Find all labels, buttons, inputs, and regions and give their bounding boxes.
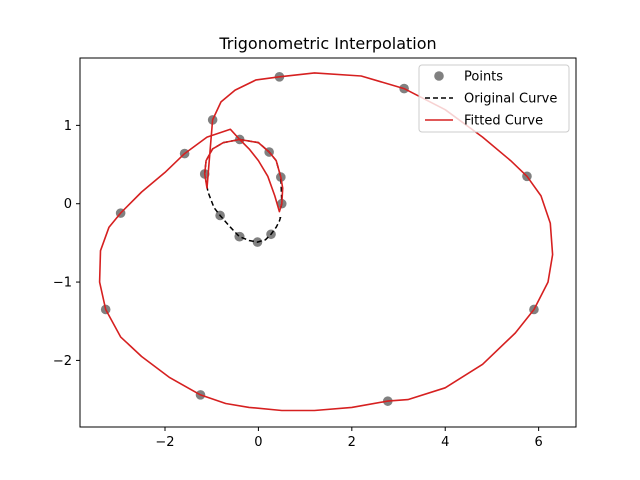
- plot-frame: [79, 57, 577, 428]
- legend-label: Points: [464, 70, 503, 85]
- fitted-curve-line: [98, 72, 554, 412]
- x-tick-label: 0: [254, 435, 262, 450]
- y-tick-label: −2: [53, 354, 72, 369]
- x-tick-label: 2: [348, 435, 356, 450]
- legend-points-marker: [434, 71, 444, 81]
- axes: −2 0 2 4 6 1 0 −1 −2: [53, 57, 577, 450]
- y-tick-label: 1: [64, 119, 72, 134]
- y-tick-label: −1: [53, 276, 72, 291]
- plot-area: [98, 72, 554, 412]
- x-tick-label: 4: [441, 435, 449, 450]
- legend-box: [418, 64, 570, 133]
- x-tick-label: 6: [534, 435, 542, 450]
- y-tick-label: 0: [64, 197, 72, 212]
- legend: Points Original Curve Fitted Curve: [418, 64, 570, 133]
- legend-label: Original Curve: [464, 92, 557, 107]
- x-tick-label: −2: [155, 435, 174, 450]
- chart-title: Trigonometric Interpolation: [218, 34, 436, 53]
- legend-label: Fitted Curve: [464, 114, 543, 129]
